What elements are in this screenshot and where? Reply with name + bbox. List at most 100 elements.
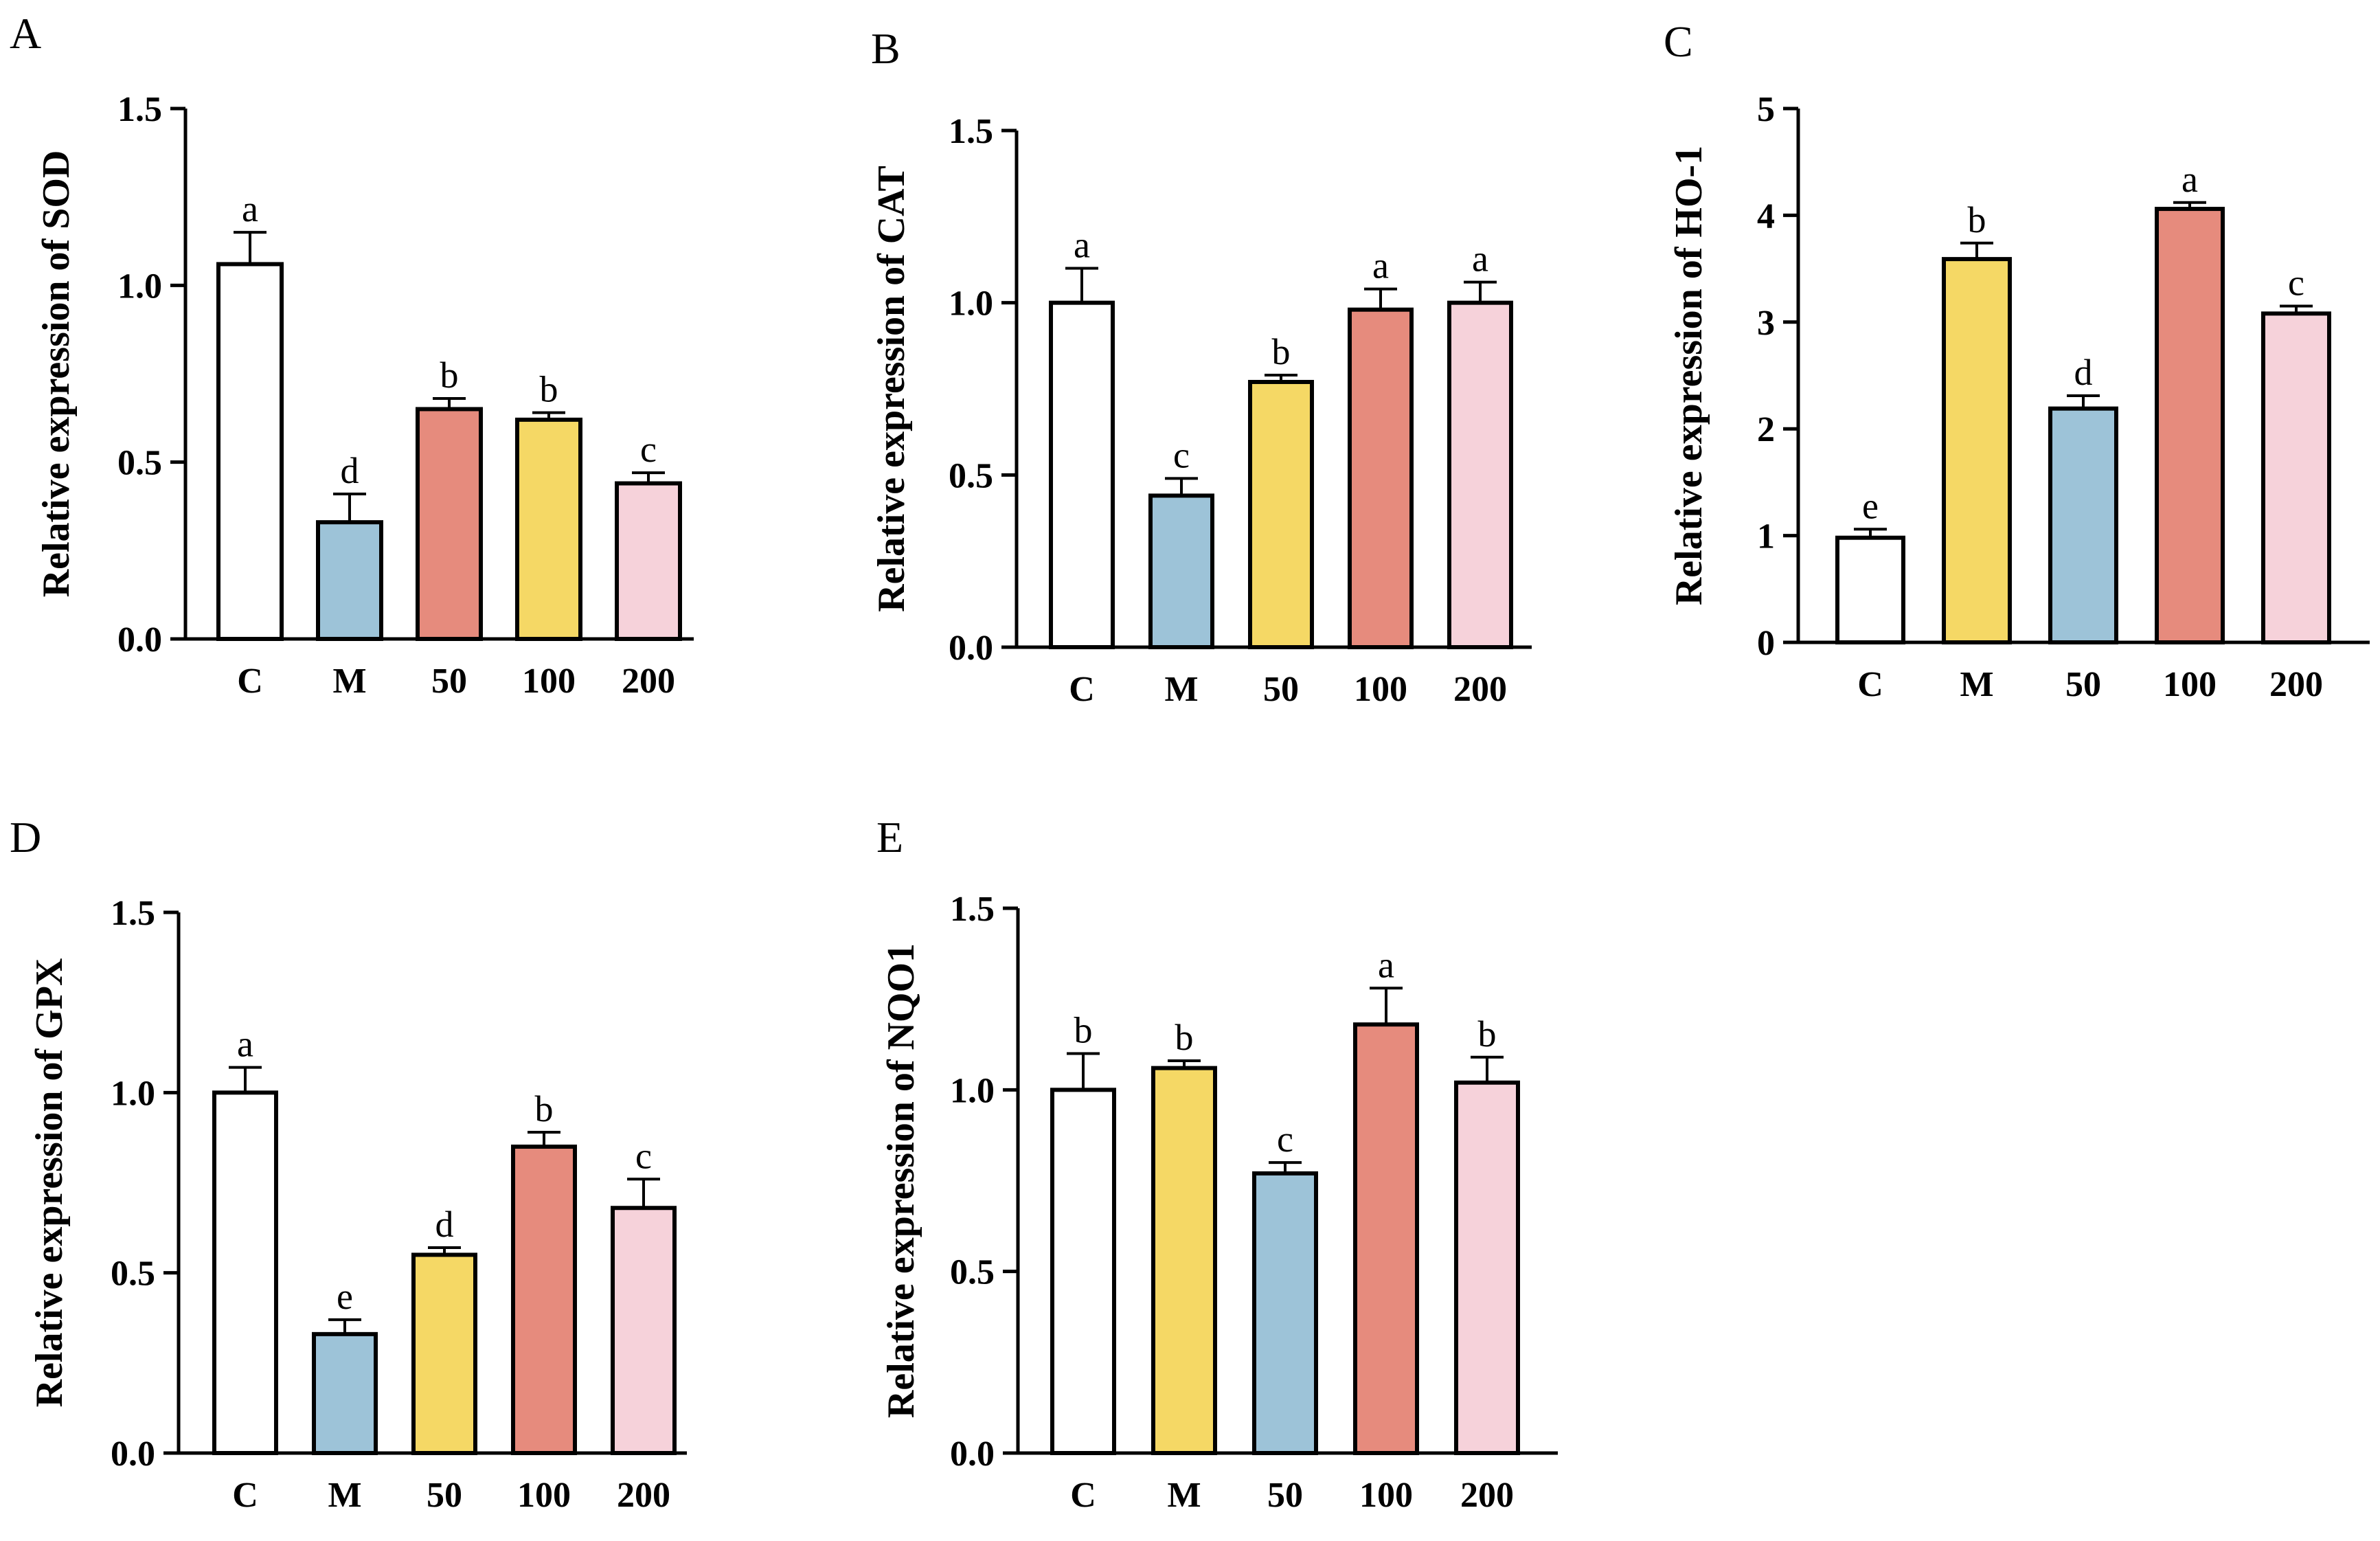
x-category-label: 50 [427,1476,462,1515]
y-tick-label: 0.0 [111,1435,155,1474]
bar-50 [1252,1171,1318,1455]
x-category-label: 200 [2269,665,2323,704]
y-tick-label: 1.0 [950,1071,995,1110]
x-category-label: 200 [617,1476,670,1515]
significance-label: a [1472,238,1488,280]
bar-c [1050,1088,1116,1456]
significance-label: a [2181,159,2198,200]
bar-c [216,262,284,642]
bar-c [212,1090,278,1456]
significance-label: c [1173,434,1190,475]
y-tick-label: 1.5 [117,90,162,129]
y-axis-title: Relative expression of NQO1 [880,943,922,1418]
panel-letter-e: E [876,813,903,862]
significance-label: b [1968,199,1986,240]
panel-letter-d: D [10,813,41,862]
y-tick-label: 0 [1757,624,1775,663]
y-tick-label: 1.5 [950,890,995,929]
x-category-label: 50 [1267,1476,1303,1515]
y-axis-title: Relative expression of GPX [28,958,71,1408]
y-tick-label: 1.0 [117,267,162,306]
y-tick-label: 1.0 [949,284,993,324]
y-tick-label: 0.5 [949,456,993,495]
x-category-label: 100 [1354,670,1407,709]
x-category-label: M [332,662,366,701]
x-category-label: C [232,1476,258,1515]
significance-label: b [540,369,558,410]
significance-label: c [1277,1118,1293,1160]
significance-label: d [435,1204,454,1245]
significance-label: b [1074,1009,1093,1050]
x-category-label: M [328,1476,361,1515]
x-category-label: 50 [1263,670,1299,709]
panel-c-chart: C 0 1 2 3 4 5 Relative expression of HO-1 e Cb Md 5… [1664,17,2370,704]
panel-e-chart: E 0.0 0.5 1.0 1.5 Relative expression of NQO1… [876,813,1558,1515]
significance-label: e [1862,485,1879,526]
x-category-label: M [1960,665,1993,704]
significance-label: c [635,1135,652,1176]
bar-50 [1248,379,1314,649]
bar-100 [1348,307,1414,649]
x-category-label: 100 [517,1476,571,1515]
x-category-label: 100 [1359,1476,1413,1515]
bar-200 [1454,1080,1520,1455]
x-category-label: 100 [522,662,576,701]
panel-letter-b: B [871,24,900,73]
panel-letter-c: C [1664,17,1693,66]
y-tick-label: 0.0 [950,1435,995,1474]
y-axis-title: Relative expression of CAT [870,166,913,612]
y-axis-title: Relative expression of HO-1 [1668,146,1710,605]
y-tick-label: 1 [1757,517,1775,556]
significance-label: b [1175,1017,1194,1058]
x-category-label: C [1069,670,1095,709]
panel-letter-a: A [10,9,41,58]
x-category-label: C [237,662,263,701]
x-category-label: 50 [431,662,467,701]
panel-d-chart: D 0.0 0.5 1.0 1.5 Relative expression of GPX a… [10,813,687,1515]
significance-label: a [1074,225,1090,266]
bar-200 [611,1206,677,1456]
bar-m [312,1331,378,1455]
significance-label: b [535,1088,554,1129]
bar-100 [2155,207,2225,644]
y-tick-label: 0.5 [950,1253,995,1292]
x-category-label: M [1164,670,1198,709]
y-tick-label: 2 [1757,410,1775,449]
x-category-label: 100 [2163,665,2217,704]
bar-m [1151,1066,1217,1455]
y-axis-title: Relative expression of SOD [35,150,78,598]
significance-label: b [1478,1013,1497,1055]
significance-label: a [237,1024,253,1065]
x-category-label: 50 [2065,665,2101,704]
bar-c [1835,535,1905,645]
x-category-label: 200 [1460,1476,1514,1515]
y-tick-label: 5 [1757,90,1775,129]
significance-label: d [341,450,359,491]
bar-m [1148,493,1214,649]
y-tick-label: 0.0 [949,629,993,668]
significance-label: a [242,188,258,229]
bar-m [1942,257,2012,644]
bar-100 [1353,1022,1419,1455]
significance-label: d [2074,352,2093,393]
y-tick-label: 0.0 [117,620,162,660]
x-category-label: C [1070,1476,1096,1515]
x-category-label: 200 [622,662,675,701]
bar-m [316,520,383,641]
y-tick-label: 1.5 [111,894,155,933]
y-tick-label: 1.0 [111,1074,155,1113]
significance-label: c [2288,262,2304,303]
bar-c [1049,300,1115,649]
bar-50 [2048,406,2118,644]
significance-label: b [440,355,459,396]
significance-label: a [1372,245,1389,286]
bar-100 [515,417,582,641]
significance-label: a [1378,944,1394,985]
y-tick-label: 1.5 [949,112,993,151]
bar-50 [411,1252,477,1456]
x-category-label: C [1857,665,1883,704]
x-category-label: 200 [1453,670,1507,709]
significance-label: e [337,1276,353,1317]
bar-100 [511,1145,577,1455]
